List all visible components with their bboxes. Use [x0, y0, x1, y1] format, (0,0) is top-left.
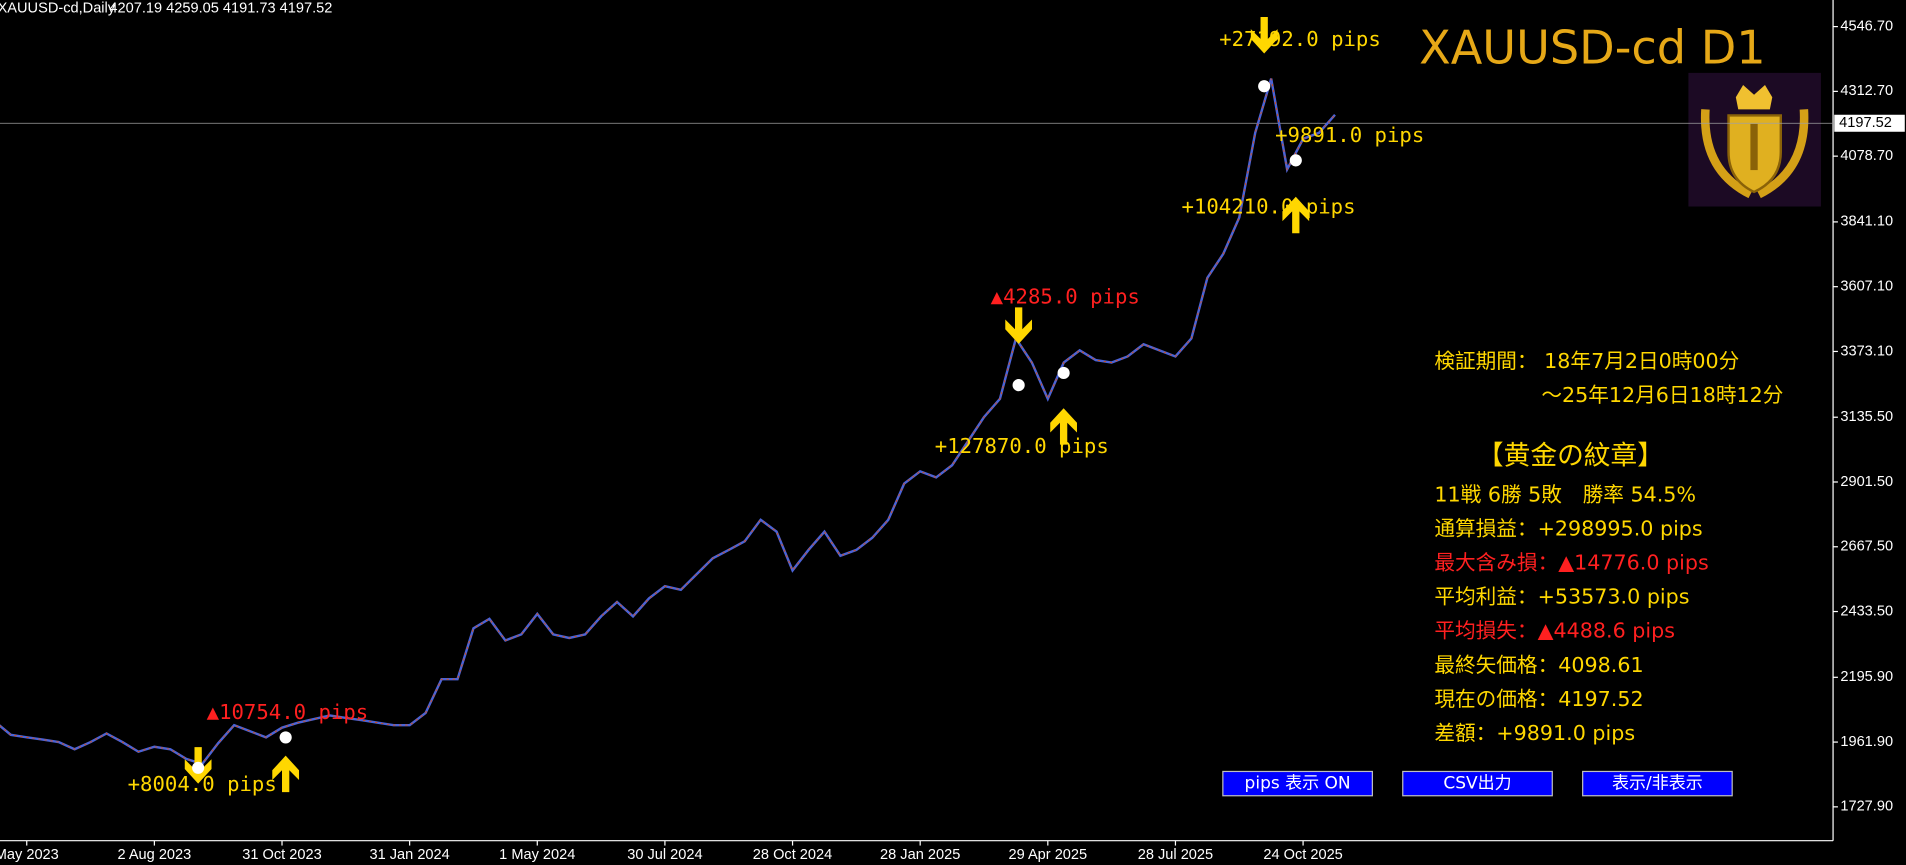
x-tick-label: 28 Oct 2024: [753, 847, 832, 863]
y-tick-label: 3135.50: [1840, 409, 1893, 425]
y-tick-label: 4078.70: [1840, 148, 1893, 164]
down-arrow: [1250, 17, 1278, 54]
button-face: [1222, 770, 1373, 797]
signal-dot: [1289, 154, 1302, 167]
up-arrow: [1282, 196, 1310, 234]
y-tick-label: 2901.50: [1840, 474, 1893, 490]
button-label: 表示/非表示: [1612, 774, 1703, 794]
y-tick-label: 4546.70: [1840, 18, 1893, 34]
y-tick-label: 2433.50: [1840, 603, 1893, 619]
signal-dot: [279, 731, 292, 744]
panel-line: 差額：+9891.0 pips: [1434, 721, 1635, 745]
panel-line: 検証期間： 18年7月2日0時00分: [1434, 349, 1739, 373]
ohlc-header: 4207.19 4259.05 4191.73 4197.52: [109, 0, 332, 16]
y-tick-label: 1727.90: [1840, 799, 1893, 815]
button-label: pips 表示 ON: [1245, 774, 1351, 794]
panel-line: 11戦 6勝 5敗 勝率 54.5%: [1434, 483, 1696, 507]
toggle-button[interactable]: pips 表示 ON: [1222, 770, 1373, 797]
symbol-header: XAUUSD-cd,Daily: [0, 0, 116, 16]
button-face: [1582, 770, 1733, 797]
signal-dot: [192, 761, 205, 774]
pips-annotation: ▲10754.0 pips: [207, 700, 369, 724]
panel-line: 平均損失：▲4488.6 pips: [1434, 619, 1675, 643]
x-tick-label: 28 Jul 2025: [1138, 847, 1213, 863]
y-tick-label: 3373.10: [1840, 343, 1893, 359]
x-tick-label: 1 May 2024: [499, 847, 575, 863]
signal-dot: [1057, 366, 1070, 380]
x-tick-label: 31 Oct 2023: [242, 847, 321, 863]
chart-title: XAUUSD-cd D1: [1419, 21, 1766, 75]
pips-annotation: +8004.0 pips: [128, 772, 277, 796]
button-label: CSV出力: [1443, 774, 1511, 794]
pips-annotation: +9891.0 pips: [1275, 123, 1424, 147]
panel-line: 平均利益：+53573.0 pips: [1434, 585, 1689, 609]
panel-line: 現在の価格：4197.52: [1434, 687, 1643, 711]
toggle-button[interactable]: 表示/非表示: [1582, 770, 1733, 797]
x-tick-label: 24 Oct 2025: [1263, 847, 1342, 863]
signal-dot: [1012, 379, 1025, 392]
signal-dot: [1258, 80, 1271, 93]
y-tick-label: 4312.70: [1840, 83, 1893, 99]
x-tick-label: 29 Apr 2025: [1008, 847, 1087, 863]
up-arrow: [1050, 408, 1077, 445]
emblem: [1688, 72, 1821, 207]
pips-annotation: +27192.0 pips: [1219, 27, 1381, 51]
pips-annotation: +127870.0 pips: [935, 434, 1109, 458]
panel-line: 通算損益：+298995.0 pips: [1434, 517, 1702, 541]
panel-line: 【黄金の紋章】: [1477, 440, 1664, 471]
pips-annotation: +104210.0 pips: [1182, 195, 1356, 219]
x-tick-label: 2 Aug 2023: [117, 847, 191, 863]
x-tick-label: 30 Jul 2024: [627, 847, 702, 863]
current-price-box: [1834, 114, 1905, 132]
up-arrow: [272, 755, 300, 793]
y-tick-label: 1961.90: [1840, 734, 1893, 750]
pips-annotation: ▲4285.0 pips: [991, 285, 1140, 309]
button-face: [1402, 770, 1553, 797]
panel-line: 最終矢価格：4098.61: [1434, 653, 1643, 677]
x-tick-label: 31 Jan 2024: [370, 847, 450, 863]
y-tick-label: 3607.10: [1840, 279, 1893, 295]
y-tick-label: 2195.90: [1840, 669, 1893, 685]
y-tick-label: 2667.50: [1840, 539, 1893, 555]
toggle-button[interactable]: CSV出力: [1402, 770, 1553, 797]
x-tick-label: 28 Jan 2025: [880, 847, 960, 863]
price-line-shadow: [0, 78, 1336, 765]
x-tick-label: May 2023: [0, 847, 59, 863]
panel-line: 最大含み損：▲14776.0 pips: [1434, 551, 1708, 575]
down-arrow: [1005, 307, 1033, 344]
y-tick-label: 3841.10: [1840, 214, 1893, 230]
current-price-label: 4197.52: [1839, 115, 1892, 131]
panel-line: ～25年12月6日18時12分: [1541, 383, 1783, 407]
